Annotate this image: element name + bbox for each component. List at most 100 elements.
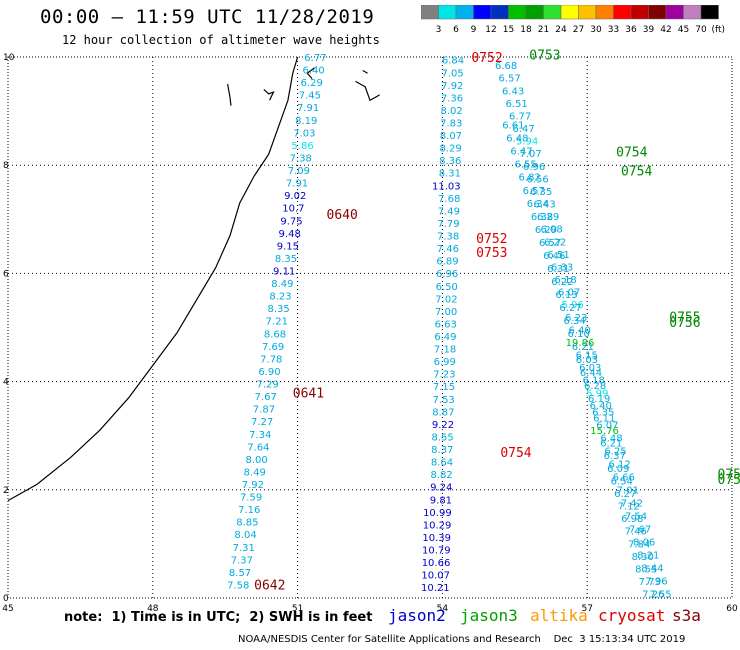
wave-height-value: 6.48 [600, 433, 622, 444]
scale-label: 12 [485, 25, 496, 35]
wave-height-value: 7.34 [249, 430, 271, 441]
wave-height-value: 6.37 [604, 451, 626, 462]
wave-height-value: 8.35 [268, 304, 290, 315]
wave-height-value: 7.69 [262, 342, 284, 353]
wave-height-value: 7.68 [438, 194, 460, 205]
wave-height-value: 6.40 [569, 325, 591, 336]
lat-tick-label: 2 [3, 486, 9, 496]
wave-height-value: 7.45 [299, 91, 321, 102]
lon-tick-label: 54 [437, 604, 449, 614]
scale-label: 6 [453, 25, 459, 35]
wave-height-value: 8.64 [431, 458, 453, 469]
wave-height-value: 6.21 [572, 342, 594, 353]
wave-height-value: 8.29 [439, 144, 461, 155]
time-label: 0752 [476, 232, 507, 247]
lat-tick-label: 0 [3, 594, 9, 604]
wave-height-value: 8.31 [439, 169, 461, 180]
time-label: 0753 [476, 246, 507, 261]
wave-height-value: 7.21 [266, 317, 288, 328]
wave-height-value: 6.43 [502, 86, 524, 97]
wave-height-value: 6.29 [301, 78, 323, 89]
wave-height-value: 6.08 [541, 225, 563, 236]
wave-height-value: 6.77 [509, 111, 531, 122]
map-subtitle: 12 hour collection of altimeter wave hei… [62, 33, 380, 47]
scale-label: 27 [573, 25, 584, 35]
wave-height-value: 6.51 [505, 99, 527, 110]
wave-height-value: 9.22 [432, 420, 454, 431]
wave-height-value: 7.38 [290, 153, 312, 164]
wave-height-value: 6.07 [558, 288, 580, 299]
wave-height-value: 6.47 [512, 124, 534, 135]
scale-label: 15 [503, 25, 514, 35]
scale-label: 24 [555, 25, 567, 35]
wave-height-value: 19.86 [566, 338, 595, 349]
scale-label: 45 [678, 25, 689, 35]
wave-height-value: 6.43 [534, 200, 556, 211]
lon-tick-label: 60 [726, 604, 738, 614]
wave-height-value: 8.35 [275, 254, 297, 265]
wave-height-value: 6.66 [613, 472, 635, 483]
wave-height-value: 9.24 [430, 483, 452, 494]
lat-tick-label: 6 [3, 269, 9, 279]
wave-height-value: 6.31 [547, 264, 569, 275]
wave-height-value: 8.55 [432, 432, 454, 443]
wave-height-value: 10.39 [422, 533, 451, 544]
wave-height-value: 6.29 [535, 225, 557, 236]
wave-height-value: 6.63 [435, 319, 457, 330]
wave-height-value: 6.12 [609, 459, 631, 470]
time-label: 0756 [669, 316, 700, 331]
wave-height-value: 7.01 [617, 485, 639, 496]
wave-height-value: 15.76 [590, 426, 619, 437]
wave-height-value: 7.91 [286, 179, 308, 190]
wave-height-value: 7.92 [441, 81, 463, 92]
wave-height-value: 7.46 [625, 527, 647, 538]
wave-height-value: 7.07 [519, 149, 541, 160]
scale-label: 30 [590, 25, 602, 35]
wave-height-value: 7.67 [255, 392, 277, 403]
wave-height-value: 6.18 [555, 275, 577, 286]
wave-height-value: 9.11 [273, 267, 295, 278]
wave-height-value: 7.36 [441, 93, 463, 104]
wave-height-value: 6.48 [506, 134, 528, 145]
scale-label: 42 [660, 25, 671, 35]
wave-height-value: 6.11 [593, 413, 615, 424]
time-label: 0755 [718, 468, 740, 483]
wave-height-value: 6.54 [611, 476, 633, 487]
wave-height-value: 7.58 [227, 580, 249, 591]
wave-height-value: 5.96 [562, 300, 584, 311]
lat-tick-label: 10 [3, 53, 15, 63]
footnote: note: 1) Time is in UTC; 2) SWH is in fe… [64, 610, 373, 625]
wave-height-value: 6.34 [564, 316, 586, 327]
wave-height-value: 7.49 [438, 206, 460, 217]
wave-height-value: 8.37 [431, 445, 453, 456]
lon-tick-label: 45 [2, 604, 13, 614]
wave-height-value: 8.23 [269, 292, 291, 303]
wave-height-value: 6.46 [543, 251, 565, 262]
wave-height-value: 7.92 [242, 480, 264, 491]
wave-height-value: 7.18 [434, 345, 456, 356]
wave-height-value: 9.48 [279, 229, 301, 240]
wave-height-value: 7.78 [260, 354, 282, 365]
wave-height-value: 6.50 [436, 282, 458, 293]
wave-height-value: 7.03 [293, 128, 315, 139]
wave-height-value: 7.73 [639, 577, 661, 588]
wave-height-value: 7.42 [621, 498, 643, 509]
wave-height-value: 8.49 [271, 279, 293, 290]
wave-height-value: 6.57 [498, 74, 520, 85]
wave-height-value: 11.03 [432, 181, 461, 192]
wave-height-value: 8.06 [633, 538, 655, 549]
time-label: 0756 [718, 473, 740, 488]
wave-height-value: 6.33 [551, 262, 573, 273]
wave-height-value: 6.13 [555, 290, 577, 301]
time-label: 0752 [471, 51, 502, 66]
scale-unit: (ft) [711, 25, 725, 35]
wave-height-value: 7.37 [231, 555, 253, 566]
wave-height-value: 6.10 [568, 329, 590, 340]
wave-height-value: 7.09 [288, 166, 310, 177]
wave-height-value: 7.87 [253, 405, 275, 416]
lon-tick-label: 57 [581, 604, 592, 614]
wave-height-value: 9.02 [284, 191, 306, 202]
wave-height-value: 6.96 [523, 162, 545, 173]
wave-height-value: 6.22 [551, 277, 573, 288]
wave-height-value: 6.35 [530, 187, 552, 198]
